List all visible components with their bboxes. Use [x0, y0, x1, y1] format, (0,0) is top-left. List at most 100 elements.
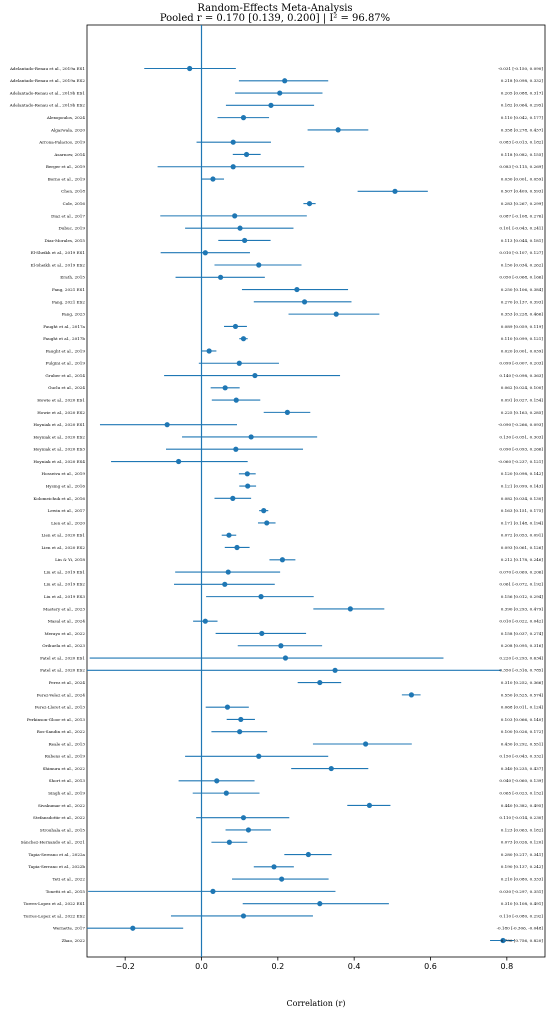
study-row: Shimura et al., 2022 0.340 [0.235, 0.437] [43, 765, 543, 772]
ci-text: 0.110 [0.042, 0.177] [501, 115, 544, 120]
effect-point [301, 299, 308, 305]
ci-text: 0.270 [0.137, 0.393] [501, 299, 544, 304]
effect-point [202, 618, 208, 624]
effect-point [279, 876, 285, 882]
effect-point [232, 213, 238, 219]
ci-text: 0.430 [0.292, 0.551] [501, 741, 544, 746]
ci-text: 0.091 [0.027, 0.154] [501, 398, 544, 403]
x-tick-label: −0.2 [115, 962, 134, 971]
ci-text: 0.353 [0.228, 0.466] [501, 312, 544, 317]
study-label: Hoyniak et al., 2020 ES4 [33, 459, 85, 464]
ci-text: 0.087 [-0.108, 0.276] [499, 213, 543, 218]
ci-text: 0.212 [0.178, 0.246] [501, 557, 544, 562]
study-label: Chen, 2018 [61, 189, 85, 194]
effect-point [347, 606, 353, 612]
study-rows: Adelantado-Renau et al., 2019a ES1 -0.031… [9, 65, 544, 944]
study-row: El-Sheikh et al., 2019 ES1 0.010 [-0.107,… [31, 250, 543, 256]
study-row: Fulgini et al., 2019 0.099 [-0.007, 0.203… [46, 360, 543, 366]
effect-point [248, 434, 254, 440]
study-label: Kolomeichuk et al., 2016 [33, 496, 85, 501]
effect-point [252, 372, 258, 379]
study-row: Lien et al., 2020 ES2 0.093 [0.061, 0.126… [41, 544, 543, 551]
effect-point [500, 937, 506, 944]
study-row: Lewin et al., 2017 0.163 [0.151, 0.175] [48, 508, 544, 514]
study-label: Liu et al., 2019 ES1 [44, 569, 86, 574]
study-label: Fang, 2021 ES2 [52, 299, 85, 304]
study-row: Lien et al., 2020 0.171 [0.148, 0.194] [51, 520, 544, 526]
effect-point [392, 188, 398, 194]
effect-point [226, 532, 232, 538]
ci-text: 0.070 [-0.069, 0.206] [499, 569, 543, 574]
effect-point [240, 913, 247, 919]
effect-point [222, 581, 228, 587]
ci-text: 0.163 [0.151, 0.175] [501, 508, 544, 513]
study-row: Adelantado-Renau et al., 2019a ES1 -0.031… [9, 65, 543, 72]
effect-point [202, 250, 208, 256]
study-label: Adelantado-Renau et al., 2019b ES2 [9, 103, 86, 108]
study-label: Cole, 2016 [63, 201, 86, 206]
study-label: Dubuc, 2019 [59, 226, 86, 231]
study-label: Tapia-Serrano et al., 2022b [28, 864, 85, 869]
effect-point [232, 323, 239, 330]
study-row: Berger et al., 2019 0.083 [-0.115, 0.269] [46, 164, 543, 170]
effect-point [237, 729, 243, 735]
study-label: Perez-Lloret et al., 2013 [35, 705, 86, 710]
study-row: Lien et al., 2020 ES1 0.072 [0.053, 0.091… [41, 532, 544, 538]
study-label: Hysing et al., 2016 [46, 483, 86, 488]
ci-text: 0.040 [-0.060, 0.139] [499, 778, 543, 783]
effect-point [206, 348, 212, 354]
effect-point [332, 667, 338, 673]
effect-point [363, 741, 369, 747]
ci-text: 0.171 [0.148, 0.194] [501, 520, 544, 525]
study-label: Rubens et al., 2019 [45, 754, 86, 759]
study-row: Adelantado-Renau et al., 2019b ES2 0.182 … [9, 102, 543, 108]
effect-point [210, 888, 216, 894]
ci-text: 0.068 [0.011, 0.124] [501, 705, 544, 710]
ci-text: 0.083 [-0.013, 0.182] [499, 140, 543, 145]
study-label: Hoyniak et al., 2020 ES2 [33, 434, 85, 439]
ci-text: 0.072 [0.053, 0.091] [501, 533, 544, 538]
effect-point [268, 102, 274, 108]
study-row: Ros-Sandin et al., 2022 0.100 [0.026, 0.1… [37, 729, 543, 735]
study-label: Perkinson-Gloor et al., 2013 [27, 717, 86, 722]
ci-text: 0.507 [0.409, 0.593] [501, 189, 544, 194]
study-row: Kolomeichuk et al., 2016 0.082 [0.034, 0.… [33, 495, 544, 501]
ci-text: 0.082 [0.034, 0.130] [501, 496, 544, 501]
study-label: Adelantado-Renau et al., 2019b ES1 [9, 90, 86, 95]
x-tick-label: 0.2 [271, 962, 284, 971]
effect-point [264, 520, 270, 526]
effect-point [277, 90, 283, 96]
effect-point [408, 692, 415, 698]
study-row: Hoyniak et al., 2020 ES2 0.130 [-0.051, 0… [33, 434, 543, 440]
ci-text: 0.110 [0.099, 0.121] [501, 336, 544, 341]
study-label: Sánchez-Hernando et al., 2021 [21, 840, 86, 845]
study-label: Lewin et al., 2017 [48, 508, 86, 513]
study-label: Howie et al., 2020 ES2 [37, 410, 85, 415]
ci-text: 0.190 [0.137, 0.242] [501, 864, 544, 869]
ci-text: 0.150 [-0.043, 0.332] [499, 754, 543, 759]
ci-text: -0.090 [-0.266, 0.093] [498, 422, 543, 427]
ci-text: 0.140 [-0.098, 0.363] [499, 373, 543, 378]
study-row: Hoyniak et al., 2020 ES1 -0.090 [-0.266, … [33, 422, 543, 428]
study-label: Zhao, 2022 [62, 938, 86, 943]
study-row: Dubuc, 2019 0.101 [-0.043, 0.241] [59, 225, 543, 231]
ci-text: 0.158 [0.037, 0.274] [501, 631, 544, 636]
study-row: Adelantado-Renau et al., 2019b ES1 0.205 … [9, 90, 543, 96]
study-row: Asarnow, 2014 0.118 [0.082, 0.155] [53, 151, 543, 158]
study-label: Adelantado-Renau et al., 2019a ES1 [9, 66, 85, 71]
ci-text: 0.062 [0.024, 0.100] [501, 385, 544, 390]
study-label: Adelantado-Renau et al., 2019a ES2 [9, 78, 85, 83]
study-label: Singh et al., 2019 [48, 791, 85, 796]
ci-text: 0.130 [-0.051, 0.303] [499, 434, 543, 439]
study-row: Liu et al., 2019 ES3 0.156 [0.012, 0.294] [44, 594, 544, 600]
ci-text: 0.156 [0.012, 0.294] [501, 594, 544, 599]
effect-point [259, 630, 265, 637]
effect-point [225, 569, 231, 575]
study-row: Liu et al., 2019 ES2 0.061 [-0.072, 0.192… [44, 581, 543, 587]
ci-text: 0.083 [-0.115, 0.269] [499, 164, 543, 169]
effect-point [306, 200, 313, 207]
ci-text: 0.073 [0.026, 0.120] [501, 840, 544, 845]
study-label: Asarnow, 2014 [53, 152, 85, 157]
study-label: Hosseiva et al., 2019 [42, 471, 86, 476]
